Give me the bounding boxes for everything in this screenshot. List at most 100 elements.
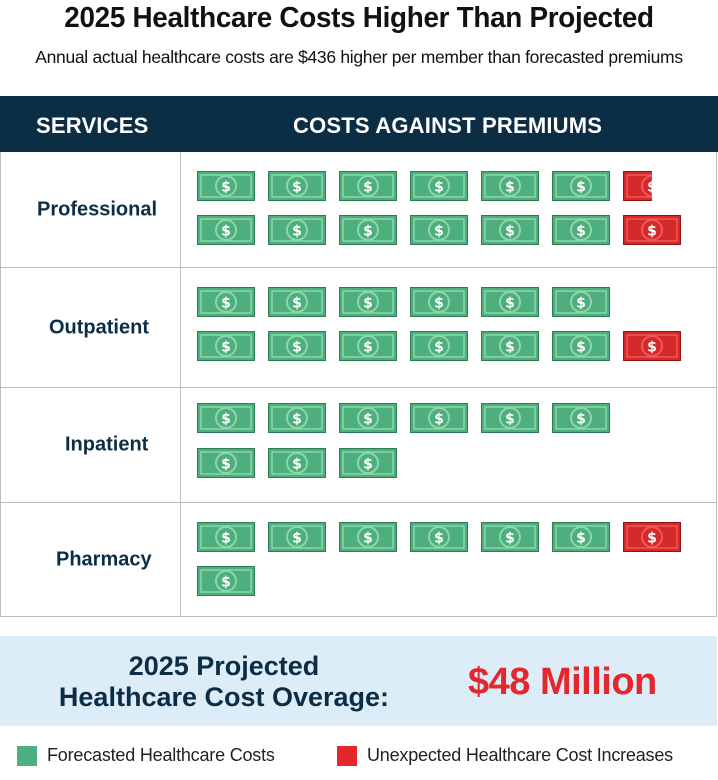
dollar-bill-unexpected-icon: $ [623, 522, 681, 552]
dollar-bill-icon: $ [197, 566, 255, 596]
table-row-pharmacy: Pharmacy $ $ $ $ $ $ $ $ [1, 503, 716, 617]
svg-text:$: $ [292, 340, 302, 356]
dollar-bill-icon: $ [410, 522, 468, 552]
cost-table: SERVICES COSTS AGAINST PREMIUMS Professi… [0, 96, 718, 617]
svg-text:$: $ [576, 531, 586, 547]
dollar-bill-icon: $ [552, 171, 610, 201]
dollar-bill-icon: $ [197, 215, 255, 245]
dollar-bill-icon: $ [410, 403, 468, 433]
svg-text:$: $ [505, 531, 515, 547]
row-label-cell: Professional [1, 152, 181, 267]
summary-value: $48 Million [468, 661, 657, 703]
svg-text:$: $ [292, 180, 302, 196]
svg-text:$: $ [363, 296, 373, 312]
dollar-bill-unexpected-icon: $ [623, 215, 681, 245]
summary-box: 2025 Projected Healthcare Cost Overage: … [0, 636, 717, 726]
dollar-bill-icon: $ [268, 522, 326, 552]
dollar-bill-icon: $ [339, 215, 397, 245]
svg-text:$: $ [363, 531, 373, 547]
row-label-cell: Outpatient [1, 268, 181, 387]
row-label: Pharmacy [56, 548, 152, 571]
dollar-bill-icon: $ [339, 522, 397, 552]
page-title: 2025 Healthcare Costs Higher Than Projec… [64, 2, 654, 34]
dollar-bill-icon: $ [339, 287, 397, 317]
svg-text:$: $ [221, 531, 231, 547]
svg-text:$: $ [505, 180, 515, 196]
page-subtitle: Annual actual healthcare costs are $436 … [35, 47, 683, 67]
dollar-bill-icon: $ [481, 331, 539, 361]
svg-text:$: $ [505, 340, 515, 356]
legend-label-unexpected: Unexpected Healthcare Cost Increases [367, 745, 673, 765]
dollar-bill-icon: $ [481, 403, 539, 433]
svg-text:$: $ [576, 412, 586, 428]
svg-text:$: $ [292, 531, 302, 547]
row-label: Outpatient [49, 316, 149, 338]
svg-text:$: $ [647, 340, 657, 356]
row-label-cell: Inpatient [1, 388, 181, 502]
svg-text:$: $ [434, 296, 444, 312]
dollar-bill-icon: $ [410, 215, 468, 245]
dollar-bill-icon: $ [481, 522, 539, 552]
row-label-cell: Pharmacy [1, 503, 181, 617]
svg-text:$: $ [434, 412, 444, 428]
bill-area: $ $ $ $ $ $ $ $ $ $ $ $ $ $ [181, 152, 716, 267]
dollar-bill-icon: $ [481, 171, 539, 201]
dollar-bill-unexpected-icon: $ [623, 331, 681, 361]
svg-text:$: $ [647, 180, 652, 196]
dollar-bill-icon: $ [197, 171, 255, 201]
dollar-bill-unexpected-icon: $ [623, 171, 652, 201]
svg-text:$: $ [434, 180, 444, 196]
dollar-bill-icon: $ [552, 287, 610, 317]
svg-text:$: $ [221, 180, 231, 196]
dollar-bill-icon: $ [268, 403, 326, 433]
dollar-bill-icon: $ [268, 171, 326, 201]
dollar-bill-icon: $ [197, 522, 255, 552]
bill-area: $ $ $ $ $ $ $ $ [181, 503, 716, 617]
svg-text:$: $ [576, 340, 586, 356]
dollar-bill-icon: $ [552, 215, 610, 245]
svg-text:$: $ [434, 340, 444, 356]
legend-swatch-forecasted [17, 746, 37, 766]
dollar-bill-icon: $ [481, 215, 539, 245]
row-label: Professional [37, 198, 158, 220]
svg-text:$: $ [221, 457, 231, 473]
svg-text:$: $ [292, 412, 302, 428]
svg-text:$: $ [292, 224, 302, 240]
svg-text:$: $ [221, 340, 231, 356]
table-row-inpatient: Inpatient $ $ $ $ $ $ $ $ $ [1, 388, 716, 503]
bill-area: $ $ $ $ $ $ $ $ $ $ $ $ $ [181, 268, 716, 387]
svg-text:$: $ [292, 296, 302, 312]
svg-text:$: $ [221, 224, 231, 240]
table-row-outpatient: Outpatient $ $ $ $ $ $ $ $ $ $ $ $ $ [1, 268, 716, 388]
dollar-bill-icon: $ [410, 331, 468, 361]
dollar-bill-icon: $ [410, 171, 468, 201]
dollar-bill-icon: $ [552, 403, 610, 433]
svg-text:$: $ [576, 296, 586, 312]
dollar-bill-icon: $ [339, 448, 397, 478]
svg-text:$: $ [363, 224, 373, 240]
dollar-bill-icon: $ [268, 287, 326, 317]
svg-text:$: $ [221, 296, 231, 312]
header-costs: COSTS AGAINST PREMIUMS [293, 113, 603, 138]
svg-text:$: $ [292, 457, 302, 473]
bill-area: $ $ $ $ $ $ $ $ $ [181, 388, 716, 502]
dollar-bill-icon: $ [197, 287, 255, 317]
dollar-bill-icon: $ [552, 331, 610, 361]
svg-text:$: $ [434, 531, 444, 547]
header-services: SERVICES [36, 113, 149, 138]
legend-label-forecasted: Forecasted Healthcare Costs [47, 745, 275, 765]
dollar-bill-icon: $ [268, 215, 326, 245]
svg-text:$: $ [505, 412, 515, 428]
svg-text:$: $ [363, 412, 373, 428]
table-row-professional: Professional $ $ $ $ $ $ $ $ $ $ $ $ $ $ [1, 152, 716, 268]
dollar-bill-icon: $ [552, 522, 610, 552]
svg-text:$: $ [363, 457, 373, 473]
dollar-bill-icon: $ [268, 448, 326, 478]
row-label: Inpatient [65, 433, 149, 456]
table-header: SERVICES COSTS AGAINST PREMIUMS [0, 96, 718, 152]
svg-text:$: $ [576, 224, 586, 240]
summary-label-line2: Healthcare Cost Overage: [58, 682, 390, 712]
dollar-bill-icon: $ [410, 287, 468, 317]
svg-text:$: $ [221, 575, 231, 591]
legend-swatch-unexpected [337, 746, 357, 766]
